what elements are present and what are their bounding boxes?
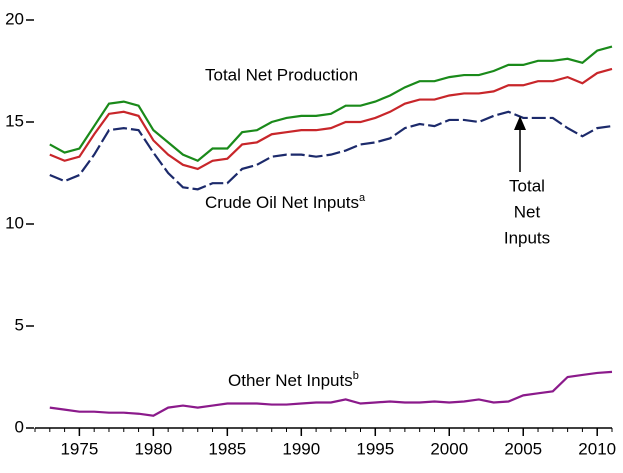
arrow-head [514,116,526,130]
annotation-sup: b [353,370,359,382]
x-tick-label: 1990 [282,439,320,458]
x-tick-label: 1975 [60,439,98,458]
x-tick-label: 1985 [208,439,246,458]
annotation-text: Other Net Inputs [228,371,353,390]
annotation-text: Crude Oil Net Inputs [205,193,359,212]
x-tick-label: 2010 [578,439,616,458]
y-tick-label: 15 [5,111,24,130]
y-tick-label: 5 [15,315,24,334]
annotation: Crude Oil Net Inputsa [205,192,366,213]
series-line [49,370,613,417]
y-tick-label: 0 [15,417,24,436]
annotation-sup: a [359,192,366,204]
x-tick-label: 2000 [430,439,468,458]
series-line [49,110,613,191]
x-tick-label: 1980 [134,439,172,458]
annotation: Total Net Production [205,65,358,84]
series-line [49,45,613,163]
annotation: Total [509,176,545,195]
annotation: Other Net Inputsb [228,370,359,391]
annotation: Net [514,202,541,221]
x-tick-label: 2005 [504,439,542,458]
y-tick-label: 20 [5,9,24,28]
y-tick-label: 10 [5,213,24,232]
x-tick-label: 1995 [356,439,394,458]
series-line [49,67,613,171]
annotation: Inputs [504,228,550,247]
